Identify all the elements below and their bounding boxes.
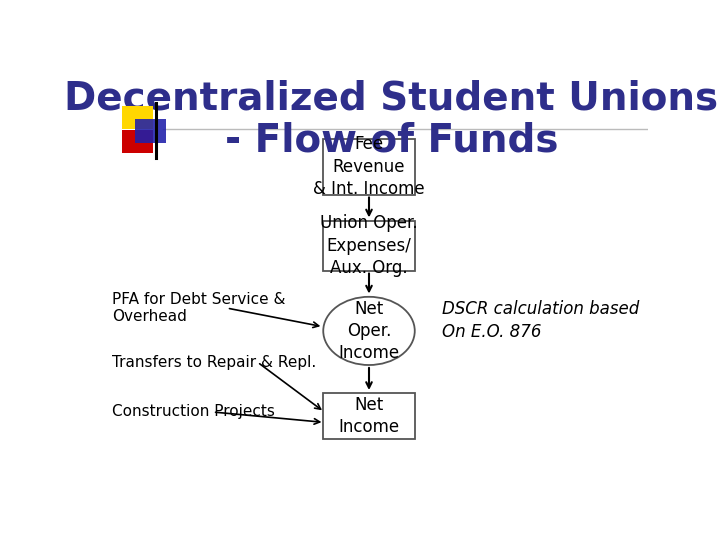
Text: Fee
Revenue
& Int. Income: Fee Revenue & Int. Income [313, 136, 425, 198]
Text: Net
Income: Net Income [338, 396, 400, 436]
Text: DSCR calculation based
On E.O. 876: DSCR calculation based On E.O. 876 [441, 300, 639, 341]
Text: Decentralized Student Unions
- Flow of Funds: Decentralized Student Unions - Flow of F… [64, 79, 719, 160]
Text: Construction Projects: Construction Projects [112, 404, 275, 420]
Bar [122, 106, 153, 129]
Text: Union Oper.
Expenses/
Aux. Org.: Union Oper. Expenses/ Aux. Org. [320, 214, 418, 277]
Bar [122, 130, 153, 153]
Circle shape [323, 297, 415, 365]
Text: Net
Oper.
Income: Net Oper. Income [338, 300, 400, 362]
FancyBboxPatch shape [323, 393, 415, 439]
Text: Transfers to Repair & Repl.: Transfers to Repair & Repl. [112, 355, 317, 369]
Text: PFA for Debt Service &
Overhead: PFA for Debt Service & Overhead [112, 292, 286, 324]
FancyBboxPatch shape [323, 221, 415, 271]
FancyBboxPatch shape [323, 139, 415, 195]
Bar [135, 119, 166, 143]
